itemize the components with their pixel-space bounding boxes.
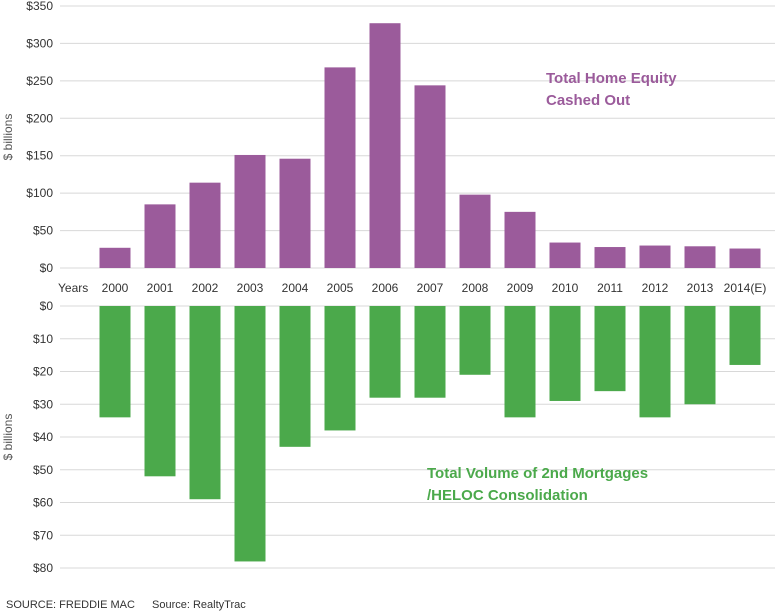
bottom-y-tick-label: $50 [33, 463, 53, 477]
x-tick-label: 2014(E) [724, 281, 767, 295]
source-freddie-mac: SOURCE: FREDDIE MAC [6, 599, 135, 611]
top-bar [684, 246, 716, 268]
top-y-tick-label: $250 [26, 74, 53, 88]
top-bar-series [99, 23, 761, 268]
x-tick-label: 2004 [282, 281, 309, 295]
bottom-y-tick-labels: $0 $10 $20 $30 $40 $50 $60 $70 $80 [33, 299, 53, 575]
bottom-bar [504, 306, 536, 418]
top-bar [549, 242, 581, 268]
x-tick-label: 2012 [642, 281, 669, 295]
top-y-tick-label: $100 [26, 186, 53, 200]
bottom-bar [369, 306, 401, 398]
bottom-bar [729, 306, 761, 365]
top-y-tick-label: $200 [26, 111, 53, 125]
x-tick-label: 2000 [102, 281, 129, 295]
top-bar [99, 247, 131, 268]
x-tick-label: 2010 [552, 281, 579, 295]
top-annotation-line-1: Total Home Equity [546, 70, 677, 87]
top-bar [369, 23, 401, 268]
top-bar [144, 204, 176, 268]
bottom-y-tick-label: $60 [33, 496, 53, 510]
x-tick-labels: 2000 2001 2002 2003 2004 2005 2006 2007 2008 2009… [102, 281, 767, 295]
x-axis-prefix: Years [58, 281, 88, 295]
x-tick-label: 2001 [147, 281, 174, 295]
bottom-y-tick-label: $80 [33, 561, 53, 575]
bottom-bar [189, 306, 221, 500]
bottom-bar [459, 306, 491, 375]
x-tick-label: 2011 [597, 281, 623, 295]
x-tick-label: 2005 [327, 281, 354, 295]
top-bar [279, 158, 311, 268]
source-realtytrac: Source: RealtyTrac [152, 599, 246, 611]
bottom-bar [549, 306, 581, 401]
bottom-annotation-line-2: /HELOC Consolidation [427, 487, 588, 504]
top-bar [189, 182, 221, 268]
x-tick-label: 2006 [372, 281, 399, 295]
bottom-bar [639, 306, 671, 418]
top-y-axis-title: $ billions [1, 114, 15, 161]
top-y-tick-label: $350 [26, 0, 53, 13]
bottom-bar [279, 306, 311, 447]
top-y-tick-label: $50 [33, 224, 53, 238]
top-bar [594, 247, 626, 268]
top-y-tick-labels: $0 $50 $100 $150 $200 $250 $300 $350 [26, 0, 53, 275]
bottom-bar-series [99, 306, 761, 562]
bottom-y-tick-label: $30 [33, 397, 53, 411]
top-bar [414, 85, 446, 268]
top-bar [234, 154, 266, 268]
bottom-bar [594, 306, 626, 392]
bottom-y-axis-title: $ billions [1, 414, 15, 461]
top-y-tick-label: $0 [40, 261, 54, 275]
bottom-bar [324, 306, 356, 431]
bottom-y-tick-label: $20 [33, 365, 53, 379]
top-bar [324, 67, 356, 268]
x-tick-label: 2009 [507, 281, 534, 295]
bottom-y-tick-label: $70 [33, 528, 53, 542]
x-tick-label: 2008 [462, 281, 489, 295]
bottom-bar [234, 306, 266, 562]
top-bar [729, 248, 761, 268]
bottom-bar [684, 306, 716, 405]
top-annotation-line-2: Cashed Out [546, 92, 630, 109]
bottom-bar [144, 306, 176, 477]
bottom-y-tick-label: $0 [40, 299, 54, 313]
x-tick-label: 2013 [687, 281, 714, 295]
bottom-bar [99, 306, 131, 418]
x-tick-label: 2007 [417, 281, 444, 295]
bottom-y-tick-label: $10 [33, 332, 53, 346]
top-bar [459, 194, 491, 268]
top-bar [504, 211, 536, 268]
top-y-tick-label: $150 [26, 149, 53, 163]
bottom-annotation-line-1: Total Volume of 2nd Mortgages [427, 465, 648, 482]
top-bar [639, 245, 671, 268]
x-tick-label: 2003 [237, 281, 264, 295]
bottom-y-tick-label: $40 [33, 430, 53, 444]
top-y-tick-label: $300 [26, 36, 53, 50]
bottom-bar [414, 306, 446, 398]
x-tick-label: 2002 [192, 281, 219, 295]
